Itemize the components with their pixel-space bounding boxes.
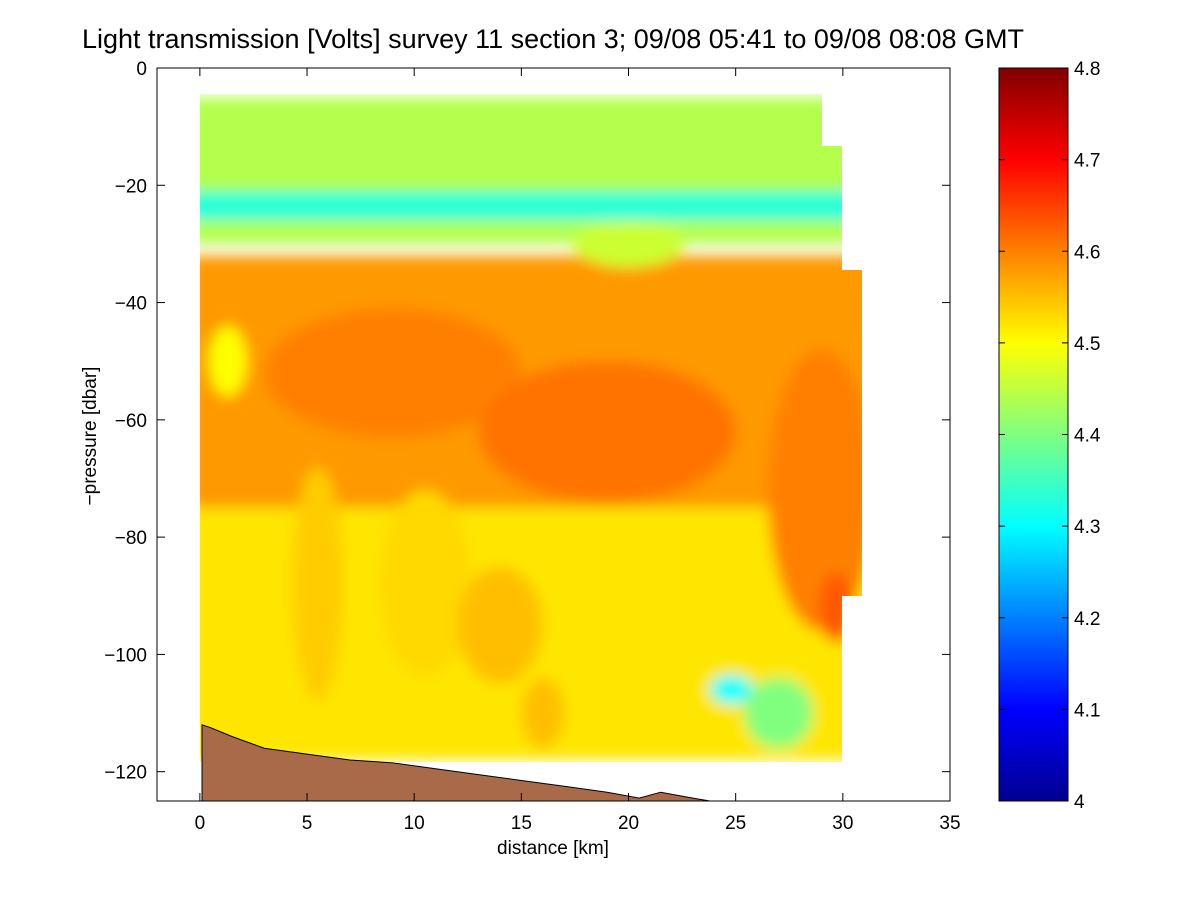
plot-area: 0 5 10 15 20 25 30 35 0 −20 −40 −60 −80 −100 −120 <box>104 59 960 834</box>
data-field <box>200 97 862 760</box>
y-axis-ticks: 0 −20 −40 −60 −80 −100 −120 <box>104 59 950 784</box>
x-axis-label: distance [km] <box>497 838 609 859</box>
colorbar: 4 4.1 4.2 4.3 4.4 4.5 4.6 4.7 4.8 <box>998 59 1101 813</box>
field-layers <box>200 97 862 760</box>
colorbar-gradient <box>998 67 1069 802</box>
x-tick-label: 25 <box>725 813 746 834</box>
field-layer-low-transmission-band <box>200 191 862 221</box>
field-patch <box>572 220 685 268</box>
x-tick-label: 5 <box>302 813 313 834</box>
x-tick-label: 35 <box>939 813 960 834</box>
field-patch <box>264 308 522 438</box>
chart-title: Light transmission [Volts] survey 11 sec… <box>82 24 1024 54</box>
colorbar-tick-label: 4.5 <box>1074 334 1100 355</box>
field-patch <box>292 466 344 702</box>
x-tick-label: 30 <box>832 813 853 834</box>
colorbar-tick-label: 4.6 <box>1074 242 1100 263</box>
bathymetry-area <box>201 724 711 802</box>
colorbar-tick-label: 4.3 <box>1074 517 1100 538</box>
x-tick-label: 15 <box>511 813 532 834</box>
y-tick-label: −80 <box>115 528 147 549</box>
colorbar-tick-label: 4.8 <box>1074 59 1100 80</box>
field-patch <box>709 674 753 705</box>
x-axis-ticks: 0 5 10 15 20 25 30 35 <box>195 68 961 834</box>
field-patch <box>744 677 813 749</box>
y-tick-label: −60 <box>115 411 147 432</box>
x-tick-label: 10 <box>404 813 425 834</box>
x-tick-label: 0 <box>195 813 206 834</box>
colorbar-tick-label: 4.7 <box>1074 151 1100 172</box>
colorbar-tick-label: 4.1 <box>1074 700 1100 721</box>
bathymetry <box>201 724 711 802</box>
y-tick-label: 0 <box>136 59 147 80</box>
x-tick-label: 20 <box>618 813 639 834</box>
field-patch <box>377 490 473 678</box>
y-tick-label: −20 <box>115 176 147 197</box>
field-patch <box>208 326 248 397</box>
field-patch <box>478 361 736 502</box>
y-tick-label: −120 <box>104 763 147 784</box>
colorbar-tick-label: 4.2 <box>1074 609 1100 630</box>
colorbar-tick-label: 4 <box>1074 792 1085 813</box>
y-axis-label: −pressure [dbar] <box>80 367 101 506</box>
field-patch <box>767 349 862 631</box>
colorbar-ticks: 4 4.1 4.2 4.3 4.4 4.5 4.6 4.7 4.8 <box>999 59 1101 813</box>
field-layer-surface-layer <box>200 97 862 244</box>
field-patch <box>553 566 683 696</box>
y-tick-label: −40 <box>115 294 147 315</box>
field-patch <box>457 566 543 684</box>
colorbar-tick-label: 4.4 <box>1074 426 1101 447</box>
field-patch <box>521 677 565 749</box>
y-tick-label: −100 <box>104 645 147 666</box>
